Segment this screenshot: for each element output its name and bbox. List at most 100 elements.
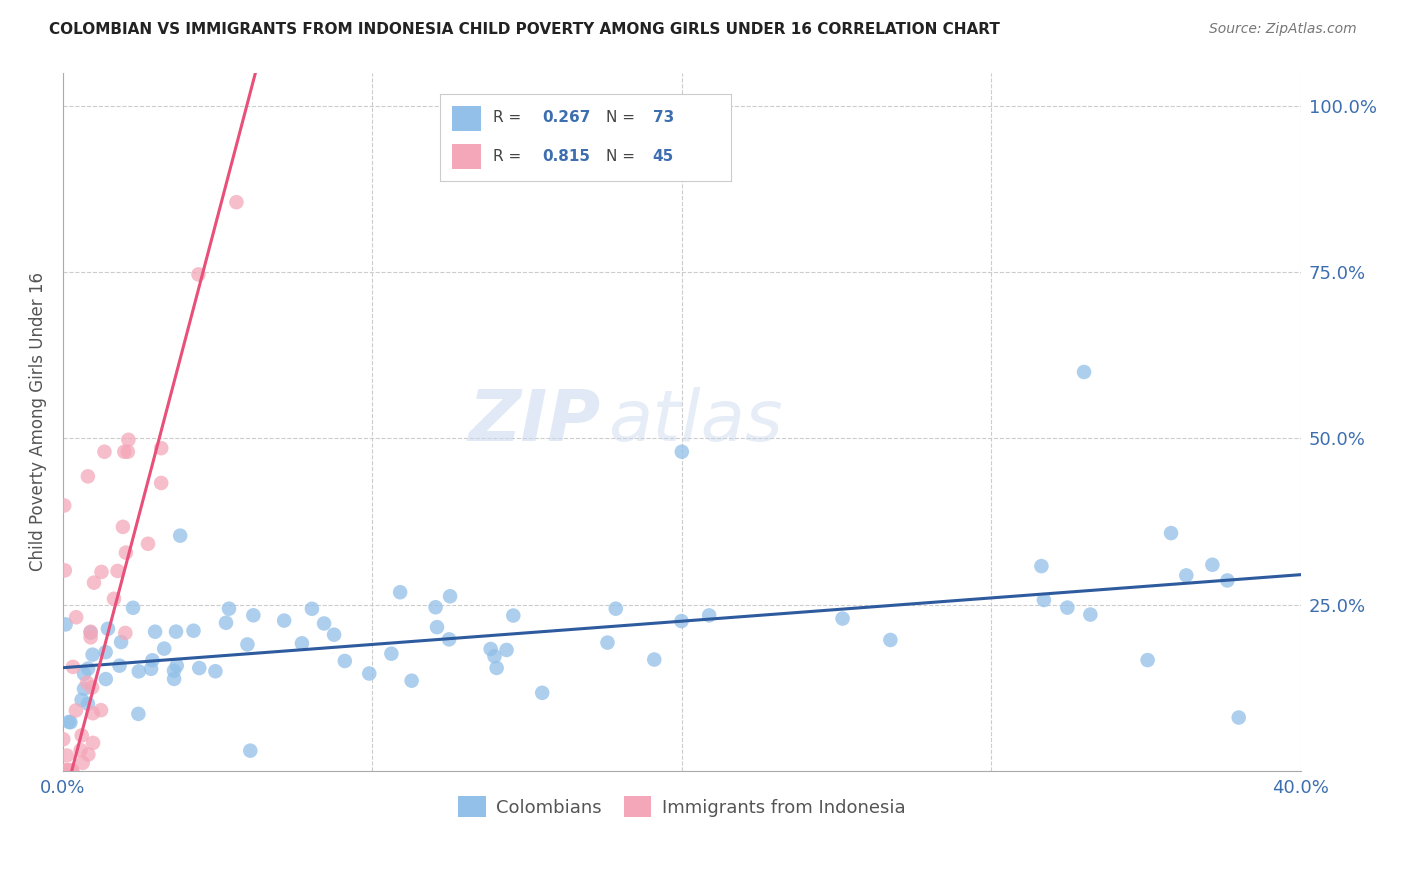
Point bbox=[242, 608, 264, 623]
Point bbox=[136, 537, 159, 551]
Point bbox=[127, 706, 149, 721]
Text: ZIP: ZIP bbox=[470, 387, 602, 457]
Point bbox=[143, 624, 166, 639]
Point bbox=[69, 743, 91, 757]
Point bbox=[596, 635, 619, 649]
Point bbox=[108, 658, 131, 673]
Point bbox=[94, 645, 117, 659]
Point bbox=[52, 764, 75, 778]
Point bbox=[218, 601, 240, 615]
Point bbox=[163, 664, 186, 678]
Point bbox=[53, 499, 76, 513]
Point bbox=[359, 666, 381, 681]
Point bbox=[1160, 526, 1182, 541]
Point bbox=[643, 652, 665, 666]
Point bbox=[73, 681, 96, 696]
Point bbox=[389, 585, 412, 599]
Point bbox=[671, 444, 693, 458]
Point bbox=[150, 441, 173, 455]
Point bbox=[56, 748, 79, 763]
Point bbox=[107, 564, 129, 578]
Point bbox=[831, 611, 853, 625]
Point bbox=[153, 641, 176, 656]
Legend: Colombians, Immigrants from Indonesia: Colombians, Immigrants from Indonesia bbox=[451, 789, 912, 824]
Point bbox=[380, 647, 402, 661]
Point bbox=[58, 764, 80, 778]
Point bbox=[55, 617, 77, 632]
Point bbox=[1032, 593, 1054, 607]
Point bbox=[1056, 600, 1078, 615]
Point bbox=[323, 628, 346, 642]
Point bbox=[82, 706, 104, 721]
Point bbox=[94, 672, 117, 686]
Point bbox=[187, 268, 209, 282]
Point bbox=[114, 626, 136, 640]
Point bbox=[183, 624, 205, 638]
Point bbox=[82, 736, 104, 750]
Point bbox=[1216, 574, 1239, 588]
Point bbox=[671, 614, 693, 628]
Point bbox=[479, 642, 502, 657]
Point bbox=[163, 672, 186, 686]
Point bbox=[117, 433, 139, 447]
Point bbox=[166, 658, 188, 673]
Y-axis label: Child Poverty Among Girls Under 16: Child Poverty Among Girls Under 16 bbox=[30, 272, 46, 572]
Point bbox=[115, 546, 138, 560]
Point bbox=[301, 602, 323, 616]
Point bbox=[111, 520, 134, 534]
Point bbox=[1227, 710, 1250, 724]
Point bbox=[93, 444, 115, 458]
Point bbox=[55, 764, 77, 778]
Point bbox=[122, 600, 145, 615]
Point bbox=[70, 693, 93, 707]
Point bbox=[236, 637, 259, 651]
Point bbox=[1201, 558, 1223, 572]
Point bbox=[83, 575, 105, 590]
Point bbox=[59, 764, 82, 778]
Point bbox=[204, 665, 226, 679]
Point bbox=[117, 444, 139, 458]
Point bbox=[60, 764, 83, 778]
Point bbox=[225, 195, 247, 210]
Point bbox=[169, 528, 191, 542]
Point bbox=[77, 747, 100, 762]
Point bbox=[425, 600, 447, 615]
Point bbox=[401, 673, 423, 688]
Point bbox=[291, 636, 314, 650]
Point bbox=[437, 632, 460, 647]
Point bbox=[80, 681, 103, 695]
Point bbox=[1175, 568, 1198, 582]
Point bbox=[1031, 559, 1053, 574]
Point bbox=[188, 661, 211, 675]
Point bbox=[495, 643, 517, 657]
Point bbox=[273, 614, 295, 628]
Point bbox=[141, 653, 163, 667]
Point bbox=[484, 649, 506, 664]
Point bbox=[128, 665, 150, 679]
Point bbox=[58, 714, 80, 729]
Point bbox=[60, 764, 83, 778]
Point bbox=[879, 632, 901, 647]
Point bbox=[55, 764, 77, 778]
Point bbox=[55, 764, 77, 778]
Text: atlas: atlas bbox=[607, 387, 782, 457]
Point bbox=[426, 620, 449, 634]
Point bbox=[312, 616, 335, 631]
Point bbox=[82, 648, 104, 662]
Point bbox=[90, 703, 112, 717]
Point bbox=[53, 764, 76, 778]
Point bbox=[1073, 365, 1095, 379]
Point bbox=[439, 589, 461, 603]
Point bbox=[110, 635, 132, 649]
Point bbox=[485, 661, 508, 675]
Point bbox=[531, 686, 554, 700]
Point bbox=[150, 475, 173, 490]
Point bbox=[77, 662, 100, 676]
Point bbox=[103, 591, 125, 606]
Point bbox=[76, 697, 98, 711]
Point bbox=[215, 615, 238, 630]
Point bbox=[97, 622, 120, 636]
Point bbox=[90, 565, 112, 579]
Point bbox=[59, 715, 82, 730]
Point bbox=[239, 744, 262, 758]
